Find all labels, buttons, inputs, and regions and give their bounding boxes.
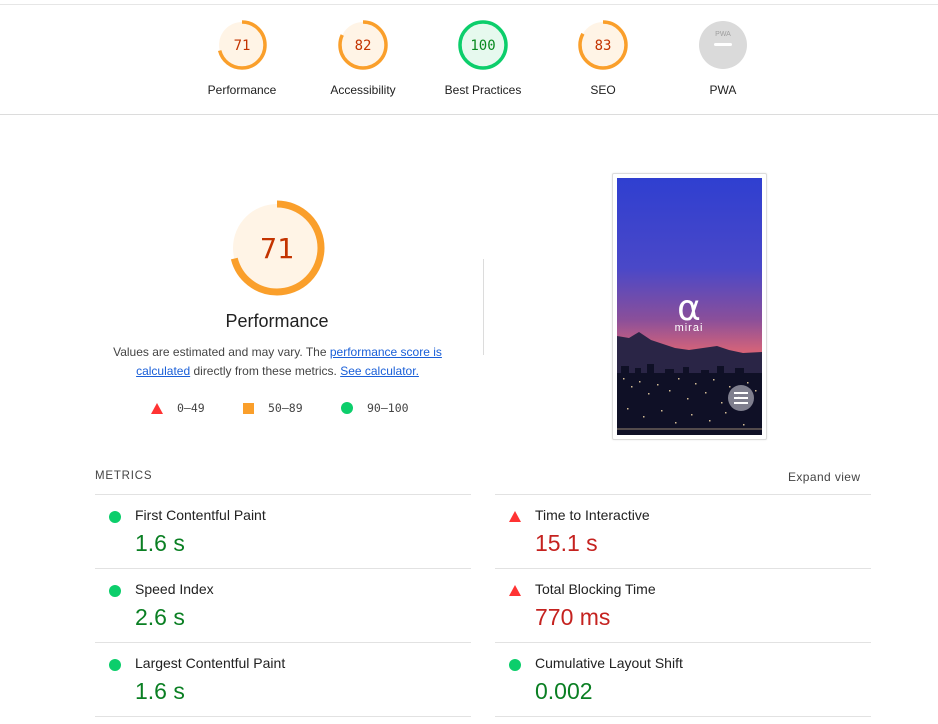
metrics-divider (495, 716, 871, 717)
metric-cumulative-layout-shift: Cumulative Layout Shift 0.002 (495, 643, 871, 717)
performance-gauge-score: 71 (260, 232, 294, 265)
metric-name: Largest Contentful Paint (135, 655, 286, 671)
logo-text: mirai (675, 322, 704, 334)
metric-largest-contentful-paint: Largest Contentful Paint 1.6 s (95, 643, 471, 717)
gauge-performance-ring: 71 (217, 20, 267, 70)
menu-icon (728, 385, 754, 411)
performance-gauge-bg (233, 204, 321, 292)
desc-prefix: Values are estimated and may vary. The (113, 345, 330, 359)
metric-total-blocking-time: Total Blocking Time 770 ms (495, 569, 871, 643)
expand-view-toggle[interactable]: Expand view (788, 470, 861, 484)
gauge-arc (458, 20, 508, 70)
gauge-bg (340, 22, 386, 68)
gauge-score: 100 (470, 38, 495, 54)
gauge-bg (219, 22, 265, 68)
alpha-logo-icon: α (677, 288, 701, 329)
metric-name: First Contentful Paint (135, 507, 266, 523)
metric-speed-index: Speed Index 2.6 s (95, 569, 471, 643)
gauge-score: 82 (355, 38, 372, 54)
legend-pass-range: 90–100 (367, 401, 409, 415)
metrics-divider (95, 642, 471, 643)
gauge-score: 71 (234, 38, 251, 54)
metrics-heading: METRICS (95, 470, 153, 482)
gauge-arc (217, 20, 267, 70)
gauge-seo[interactable]: 83 SEO (543, 19, 663, 97)
gauge-label: Accessibility (330, 83, 396, 97)
circle-icon (341, 402, 353, 414)
metrics-divider (495, 568, 871, 569)
metric-name: Time to Interactive (535, 507, 650, 523)
metric-time-to-interactive: Time to Interactive 15.1 s (495, 495, 871, 569)
metric-name: Cumulative Layout Shift (535, 655, 683, 671)
gauge-label: PWA (709, 83, 737, 97)
pass-circle-icon (509, 659, 521, 671)
desc-mid: directly from these metrics. (190, 364, 341, 378)
legend-pass: 90–100 (341, 401, 409, 415)
gauge-bg (580, 22, 626, 68)
gauge-bg (460, 22, 506, 68)
city-lights (617, 378, 762, 430)
metric-first-contentful-paint: First Contentful Paint 1.6 s (95, 495, 471, 569)
metric-value: 15.1 s (535, 530, 598, 556)
gauge-best-practices[interactable]: 100 Best Practices (423, 19, 543, 97)
gauge-accessibility[interactable]: 82 Accessibility (303, 19, 423, 97)
gauge-best-practices-ring: 100 (458, 20, 508, 70)
screenshot-scene: α mirai (617, 178, 762, 435)
metric-value: 2.6 s (135, 604, 185, 630)
metrics-divider (95, 716, 471, 717)
gauge-seo-ring: 83 (578, 20, 628, 70)
fail-triangle-icon (509, 511, 521, 522)
pwa-badge-dash (714, 43, 732, 46)
metric-value: 1.6 s (135, 678, 185, 704)
pass-circle-icon (109, 511, 121, 523)
legend-average-range: 50–89 (268, 401, 303, 415)
metrics-divider (95, 494, 471, 495)
gauge-label: Best Practices (444, 83, 522, 97)
gauge-pwa[interactable]: PWA PWA (663, 19, 783, 97)
performance-gauge-arc (229, 200, 325, 296)
gauge-accessibility-ring: 82 (338, 20, 388, 70)
score-summary: 71 Performance 82 Accessibility 100 Best… (0, 5, 938, 115)
gauge-arc (338, 20, 388, 70)
metric-name: Speed Index (135, 581, 214, 597)
gauge-performance[interactable]: 71 Performance (182, 19, 302, 97)
metrics-divider (495, 494, 871, 495)
legend-fail: 0–49 (151, 401, 205, 415)
metrics-divider (495, 642, 871, 643)
vertical-divider (483, 259, 484, 355)
pass-circle-icon (109, 585, 121, 597)
metric-name: Total Blocking Time (535, 581, 656, 597)
performance-score-link[interactable]: performance score is calculated (136, 345, 442, 378)
performance-gauge: 71 (229, 200, 325, 296)
metric-value: 770 ms (535, 604, 611, 630)
pass-circle-icon (109, 659, 121, 671)
gauge-arc (578, 20, 628, 70)
fail-triangle-icon (509, 585, 521, 596)
top-border (0, 4, 938, 5)
gauge-label: Performance (207, 83, 277, 97)
square-icon (243, 402, 254, 414)
metric-value: 1.6 s (135, 530, 185, 556)
gauge-score: 83 (595, 38, 612, 54)
legend-fail-range: 0–49 (177, 401, 205, 415)
pwa-badge-icon: PWA (699, 21, 747, 69)
legend-average: 50–89 (243, 401, 303, 415)
pwa-badge-text: PWA (715, 31, 731, 38)
see-calculator-link[interactable]: See calculator. (340, 364, 419, 378)
metric-value: 0.002 (535, 678, 593, 704)
triangle-icon (151, 402, 163, 414)
gauge-label: SEO (590, 83, 616, 97)
metrics-divider (95, 568, 471, 569)
final-screenshot[interactable]: α mirai (612, 173, 767, 440)
screenshot-image: α mirai (617, 178, 762, 435)
performance-title: Performance (225, 311, 329, 331)
performance-description: Values are estimated and may vary. The p… (100, 343, 455, 381)
